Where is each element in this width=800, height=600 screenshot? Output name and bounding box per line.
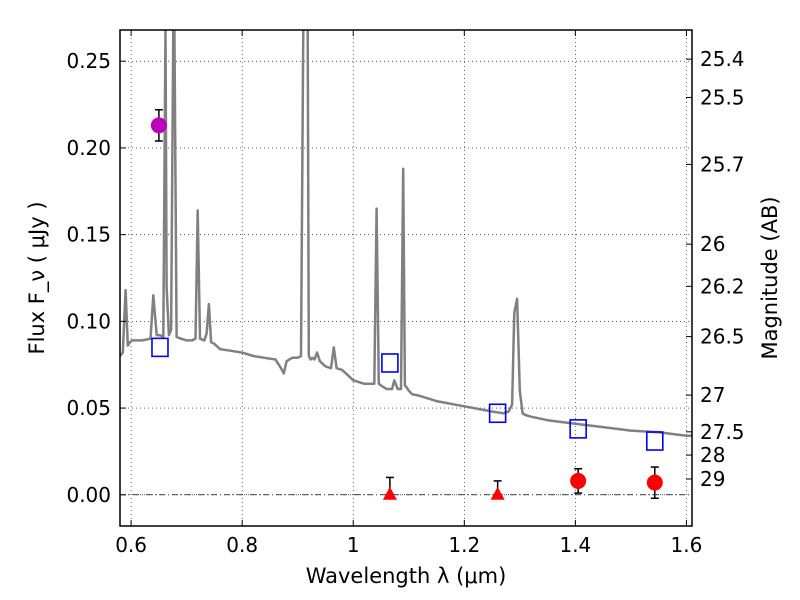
x-axis-label: Wavelength λ (μm)	[306, 564, 507, 588]
magnitude-tick-label: 26	[700, 232, 725, 256]
magnitude-tick-label: 25.4	[700, 47, 745, 71]
magnitude-tick-label: 27	[700, 383, 725, 407]
y-tick-label: 0.00	[66, 483, 111, 507]
magnitude-tick-label: 28	[700, 443, 725, 467]
x-tick-label: 0.6	[115, 533, 147, 557]
magnitude-tick-label: 27.5	[700, 420, 745, 444]
data-layer	[120, 30, 692, 500]
model-photometry-square	[569, 419, 587, 439]
x-tick-label: 1.4	[559, 533, 591, 557]
observed-flux-point	[646, 474, 663, 491]
x-tick-label: 1.6	[671, 533, 703, 557]
y-tick-label: 0.05	[66, 396, 111, 420]
magnitude-tick-label: 25.7	[700, 152, 745, 176]
model-photometry-square	[488, 403, 507, 424]
y-tick-label: 0.20	[66, 136, 111, 160]
y-tick-label: 0.25	[66, 49, 111, 73]
observed-flux-point	[570, 472, 587, 489]
plot-frame	[119, 29, 693, 527]
y-axis-left: 0.00 0.05 0.10 0.15 0.20 0.25	[66, 49, 126, 507]
x-tick-label: 0.8	[226, 533, 258, 557]
model-spectrum-line	[120, 30, 692, 438]
magnitude-tick-label: 29	[700, 467, 725, 491]
y2-axis-label: Magnitude (AB)	[758, 196, 782, 359]
y-axis-label: Flux F_ν ( μJy )	[25, 201, 50, 354]
model-photometry-square	[151, 337, 169, 358]
grid-lines	[120, 30, 692, 526]
x-tick-label: 1	[347, 533, 360, 557]
magnitude-tick-label: 26.2	[700, 274, 745, 298]
upper-limit-triangle	[490, 486, 505, 500]
y-tick-label: 0.15	[66, 223, 111, 247]
model-photometry-square	[381, 353, 399, 373]
x-tick-label: 1.2	[448, 533, 480, 557]
model-photometry-square	[645, 431, 664, 451]
y-tick-label: 0.10	[66, 309, 111, 333]
upper-limit-triangle	[382, 486, 397, 500]
x-axis: 0.6 0.8 1 1.2 1.4 1.6	[115, 30, 702, 557]
observed-flux-point	[150, 117, 167, 134]
magnitude-tick-label: 26.5	[700, 325, 745, 349]
magnitude-tick-label: 25.5	[700, 85, 745, 109]
